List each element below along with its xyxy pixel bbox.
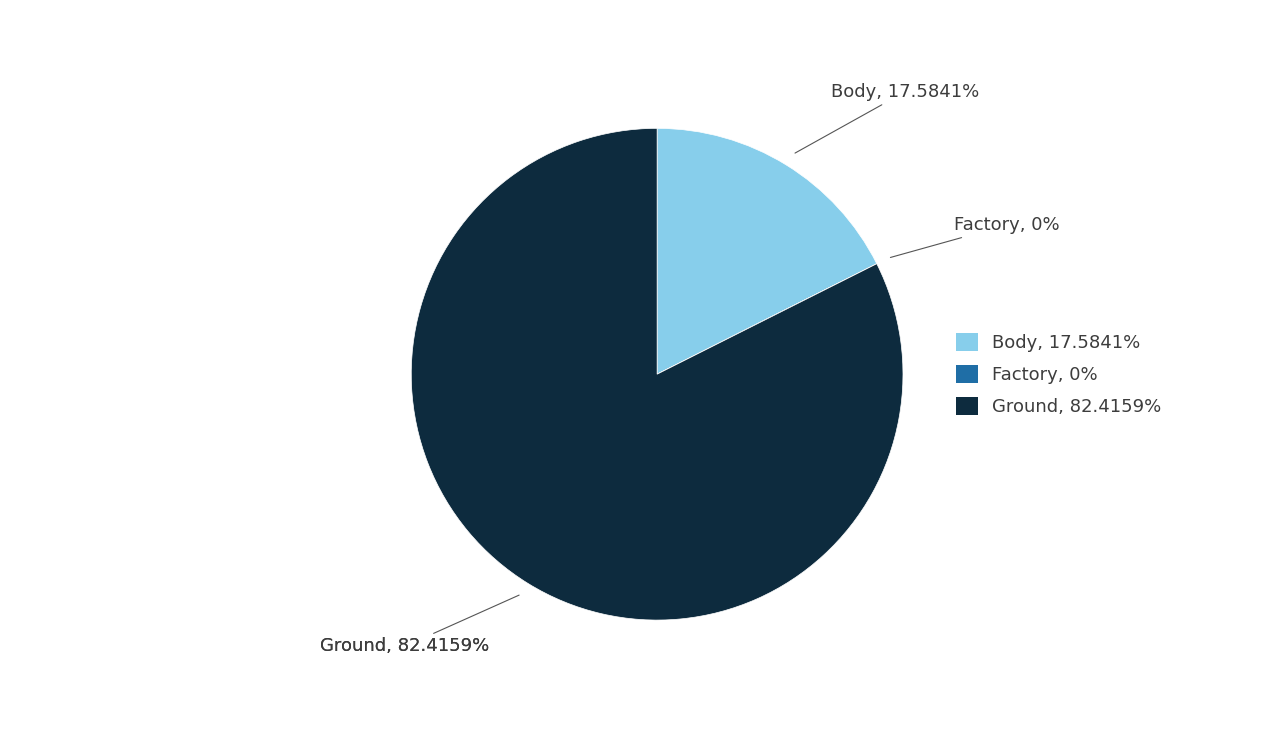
Text: Ground, 82.4159%: Ground, 82.4159%	[320, 637, 489, 655]
Wedge shape	[411, 128, 903, 620]
Wedge shape	[657, 264, 877, 374]
Text: Body, 17.5841%: Body, 17.5841%	[795, 83, 980, 153]
Wedge shape	[657, 128, 877, 374]
Text: Ground, 82.4159%: Ground, 82.4159%	[320, 595, 519, 655]
Legend: Body, 17.5841%, Factory, 0%, Ground, 82.4159%: Body, 17.5841%, Factory, 0%, Ground, 82.…	[948, 324, 1171, 425]
Text: Factory, 0%: Factory, 0%	[890, 216, 1059, 257]
